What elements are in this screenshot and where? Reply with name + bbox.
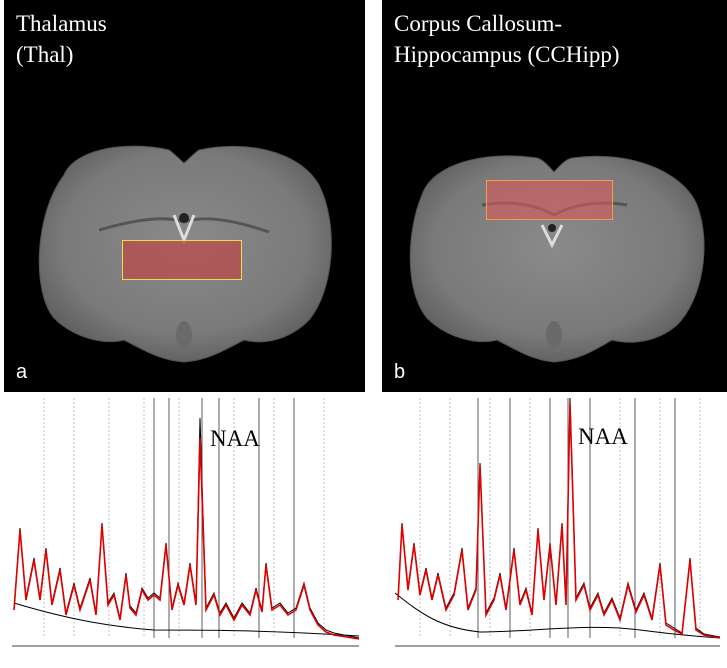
thalamus-roi [122,240,242,280]
spectrum-plot [394,398,721,647]
naa-peak-label: NAA [210,426,260,451]
cchipp-roi [486,180,613,220]
panel-title-thalamus: Thalamus (Thal) [16,8,107,70]
mri-panel-thalamus: Thalamus (Thal) a [4,0,365,392]
panel-letter-b: b [394,361,406,383]
panel-title-line1: Corpus Callosum- [394,11,563,36]
panel-title-line2: Hippocampus (CCHipp) [394,42,620,67]
panel-letter-a: a [16,361,28,383]
panel-title-cchipp: Corpus Callosum- Hippocampus (CCHipp) [394,8,620,70]
naa-peak-label: NAA [578,424,628,449]
spectrum-plot [12,398,360,647]
mri-panel-cchipp: Corpus Callosum- Hippocampus (CCHipp) b [382,0,727,392]
mrs-spectrum-thalamus: NAA [4,398,365,666]
panel-title-line1: Thalamus [16,11,107,36]
panel-title-line2: (Thal) [16,42,74,67]
mrs-spectrum-cchipp: NAA [390,398,725,666]
